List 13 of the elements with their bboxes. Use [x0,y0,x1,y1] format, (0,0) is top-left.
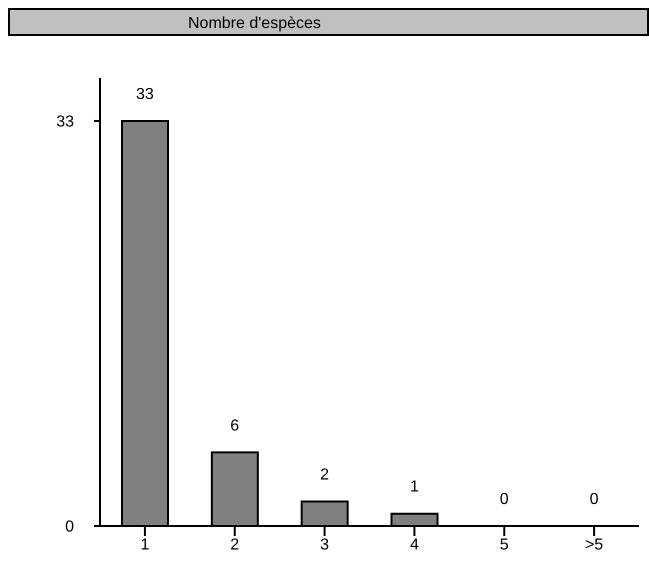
x-tick-label: 5 [500,536,509,554]
x-tick-label: 1 [140,536,150,554]
x-tick-label: 3 [320,536,330,554]
chart-title: Nombre d'espèces [8,8,649,36]
data-label: 1 [410,478,419,496]
x-tick-label: 4 [410,536,419,554]
data-label: 33 [136,86,154,103]
x-tick-label: >5 [584,536,604,554]
data-label: 2 [320,466,330,484]
data-label: 6 [230,417,240,434]
x-tick-label: 2 [230,536,240,554]
data-label: 0 [590,491,599,508]
data-label: 0 [500,491,509,508]
